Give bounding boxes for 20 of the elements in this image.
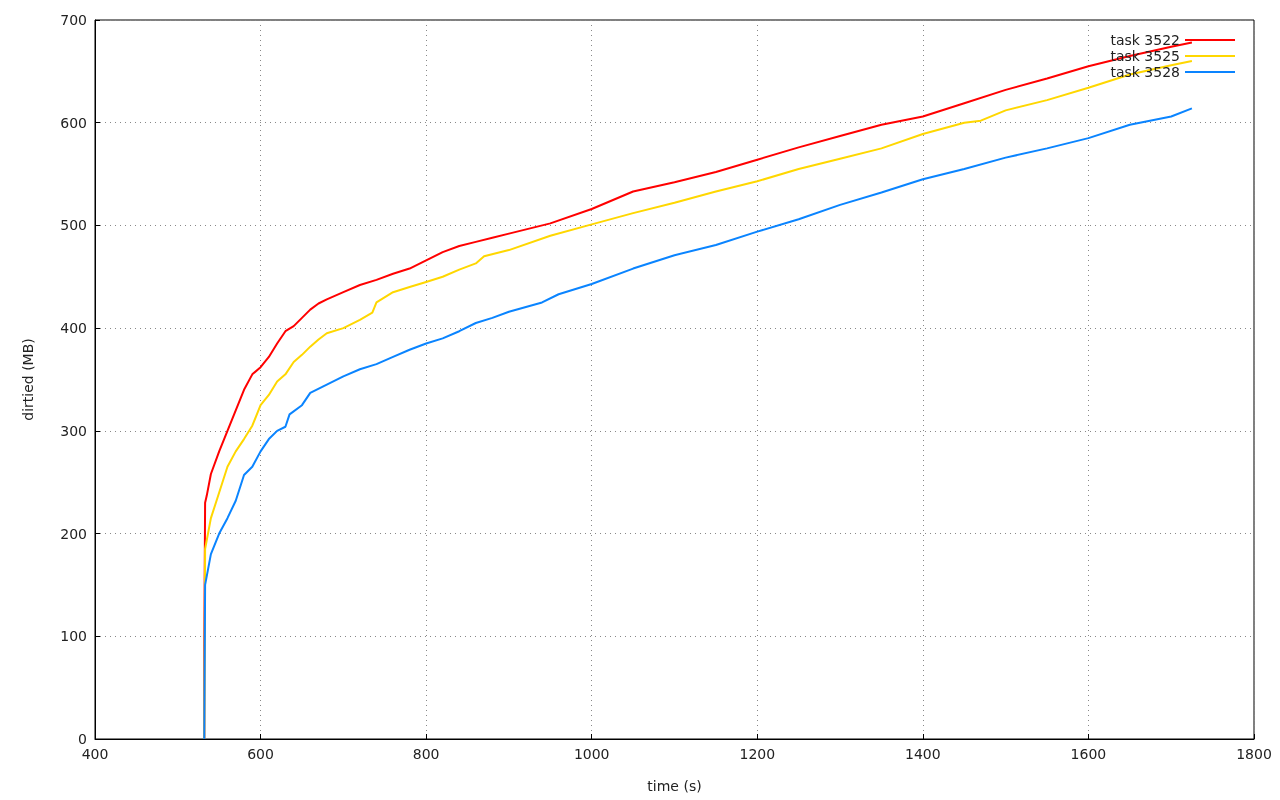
x-tick-label: 1400 xyxy=(905,746,941,762)
y-tick-label: 700 xyxy=(60,12,87,28)
y-tick-label: 400 xyxy=(60,320,87,337)
x-axis-title: time (s) xyxy=(647,778,702,794)
x-tick-label: 1800 xyxy=(1236,746,1272,762)
y-tick-label: 500 xyxy=(60,217,87,234)
x-tick-label: 1000 xyxy=(573,746,610,762)
y-tick-label: 0 xyxy=(78,731,87,747)
y-tick-label: 600 xyxy=(60,114,87,131)
y-tick-label: 100 xyxy=(60,628,87,645)
x-tick-label: 400 xyxy=(81,746,109,762)
legend-label: task 3528 xyxy=(1110,64,1180,80)
x-tick-label: 1600 xyxy=(1070,746,1107,762)
x-tick-label: 800 xyxy=(412,746,440,762)
x-tick-label: 600 xyxy=(247,746,274,762)
legend-label: task 3522 xyxy=(1110,32,1180,48)
y-axis-title: dirtied (MB) xyxy=(20,338,36,421)
y-tick-label: 200 xyxy=(60,525,87,542)
y-tick-label: 300 xyxy=(60,422,87,439)
x-tick-label: 1200 xyxy=(739,746,776,762)
